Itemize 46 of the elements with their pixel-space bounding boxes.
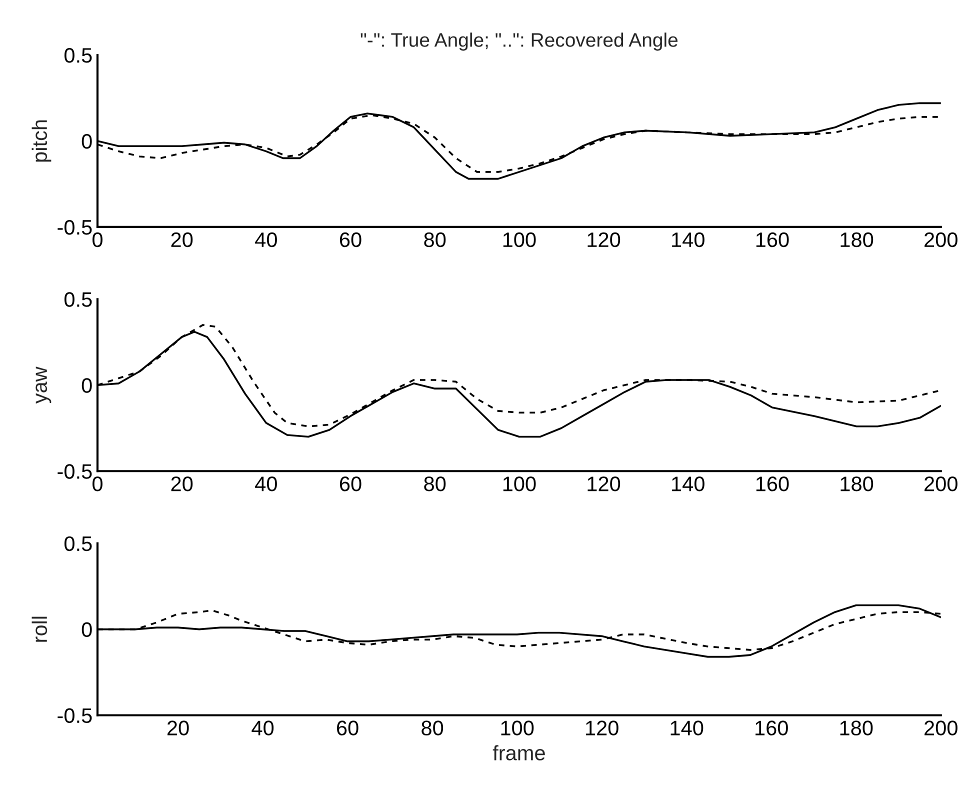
x-tick-label: 180 bbox=[840, 476, 874, 492]
x-tick-label: 40 bbox=[255, 476, 277, 492]
x-tick-label: 60 bbox=[340, 232, 362, 248]
x-tick-label: 20 bbox=[171, 476, 193, 492]
x-tick-label: 20 bbox=[167, 720, 189, 736]
x-tick-label: 80 bbox=[424, 476, 446, 492]
x-tick-label: 40 bbox=[255, 232, 277, 248]
x-tick-label: 100 bbox=[501, 720, 534, 736]
x-tick-label: 0 bbox=[92, 476, 102, 492]
x-tick-label: 120 bbox=[586, 720, 618, 736]
x-tick-label: 120 bbox=[588, 476, 620, 492]
y-tick-label: 0.5 bbox=[64, 292, 92, 307]
x-tick-label: 80 bbox=[424, 232, 446, 248]
x-tick-label: 100 bbox=[503, 232, 536, 248]
x-tick-label: 160 bbox=[756, 476, 789, 492]
x-tick-label: 80 bbox=[422, 720, 444, 736]
y-tick-label: -0.5 bbox=[58, 464, 92, 479]
x-tick-label: 100 bbox=[503, 476, 536, 492]
x-tick-label: 180 bbox=[840, 232, 874, 248]
x-tick-label: 140 bbox=[672, 476, 704, 492]
y-tick-label: 0 bbox=[82, 134, 92, 149]
x-tick-label: 200 bbox=[924, 720, 958, 736]
y-tick-label: -0.5 bbox=[58, 220, 92, 235]
x-tick-label: 160 bbox=[756, 232, 789, 248]
x-tick-label: 40 bbox=[252, 720, 274, 736]
y-axis-title: pitch bbox=[32, 120, 52, 162]
x-tick-label: 160 bbox=[756, 720, 788, 736]
x-tick-label: 20 bbox=[171, 232, 193, 248]
x-tick-label: 200 bbox=[924, 232, 958, 248]
x-tick-label: 180 bbox=[840, 720, 873, 736]
y-tick-label: 0.5 bbox=[64, 536, 92, 552]
x-axis-title: frame bbox=[492, 745, 545, 760]
x-tick-label: 200 bbox=[924, 476, 958, 492]
x-tick-label: 60 bbox=[340, 476, 362, 492]
x-tick-label: 120 bbox=[588, 232, 620, 248]
y-axis-title: yaw bbox=[36, 366, 52, 404]
y-tick-label: 0 bbox=[82, 378, 92, 393]
x-tick-label: 140 bbox=[670, 720, 704, 736]
chart-title: "-": True Angle; "..": Recovered Angle bbox=[360, 32, 678, 51]
y-axis-title: roll bbox=[32, 616, 48, 642]
y-tick-label: 0 bbox=[82, 622, 92, 638]
y-tick-label: 0.5 bbox=[64, 48, 92, 63]
x-tick-label: 140 bbox=[672, 232, 704, 248]
y-tick-label: -0.5 bbox=[58, 708, 92, 724]
x-tick-label: 60 bbox=[337, 720, 358, 736]
x-tick-label: 0 bbox=[92, 232, 102, 248]
